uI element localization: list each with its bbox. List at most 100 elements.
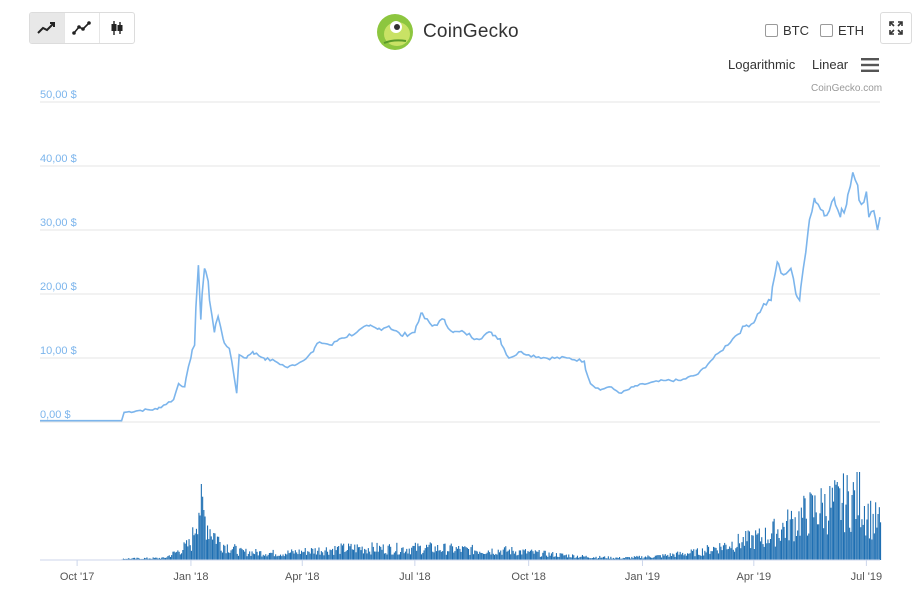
volume-bar	[578, 557, 580, 560]
volume-bar	[523, 550, 525, 560]
volume-bar	[538, 550, 540, 560]
volume-bar	[236, 553, 238, 560]
volume-bar	[797, 530, 799, 560]
volume-bar	[480, 552, 482, 560]
fullscreen-button[interactable]	[880, 12, 912, 44]
volume-bar	[701, 548, 703, 560]
volume-bar	[332, 548, 334, 560]
volume-bar	[717, 553, 719, 560]
volume-bar	[756, 534, 758, 560]
volume-bar	[155, 557, 157, 560]
volume-bar	[369, 551, 371, 560]
volume-bar	[610, 556, 612, 560]
volume-bar	[188, 539, 190, 560]
volume-bar	[207, 525, 209, 560]
volume-bar	[515, 551, 517, 560]
compare-btc[interactable]: BTC	[765, 23, 809, 38]
volume-bar	[307, 551, 309, 560]
volume-bar	[500, 550, 502, 560]
volume-bar	[742, 537, 744, 560]
volume-bar	[708, 546, 710, 560]
volume-bar	[496, 554, 498, 560]
volume-bar	[632, 558, 634, 560]
volume-bar	[137, 557, 139, 560]
volume-bar	[877, 514, 879, 560]
volume-bar	[166, 557, 168, 560]
volume-bar	[244, 551, 246, 560]
volume-bar	[683, 555, 685, 560]
volume-bar	[554, 556, 556, 560]
candlestick-icon	[111, 21, 123, 35]
volume-bar	[579, 557, 581, 560]
volume-bar	[229, 552, 231, 560]
volume-bar	[786, 521, 788, 560]
volume-bar	[508, 549, 510, 560]
volume-bar	[350, 543, 352, 560]
volume-bar	[763, 546, 765, 560]
volume-bar	[276, 556, 278, 560]
btc-checkbox[interactable]	[765, 24, 778, 37]
volume-bar	[642, 558, 644, 560]
volume-bar	[593, 557, 595, 560]
eth-label: ETH	[838, 23, 864, 38]
volume-bar	[596, 558, 598, 560]
volume-bar	[481, 553, 483, 560]
line-chart-button[interactable]	[65, 13, 100, 43]
volume-bar	[381, 549, 383, 560]
volume-bar	[716, 550, 718, 560]
volume-bar	[293, 553, 295, 560]
volume-bar	[194, 533, 196, 560]
volume-bar	[614, 558, 616, 560]
scale-logarithmic-button[interactable]: Logarithmic	[728, 57, 796, 72]
area-chart-button[interactable]	[30, 13, 65, 43]
volume-bar	[750, 548, 752, 560]
volume-bar	[411, 547, 413, 560]
eth-checkbox[interactable]	[820, 24, 833, 37]
volume-bar	[649, 557, 651, 560]
volume-bar	[812, 495, 814, 560]
volume-bar	[800, 507, 802, 560]
brand: CoinGecko	[376, 13, 519, 51]
volume-bar	[751, 535, 753, 560]
volume-bar	[512, 550, 514, 560]
volume-bar	[743, 545, 745, 560]
volume-bar	[252, 553, 254, 560]
candlestick-button[interactable]	[100, 13, 134, 43]
volume-bar	[602, 556, 604, 560]
volume-bar	[789, 519, 791, 560]
y-tick-label: 50,00 $	[40, 89, 77, 101]
volume-bar	[164, 557, 166, 560]
volume-bar	[301, 550, 303, 560]
volume-bar	[557, 556, 559, 560]
volume-bar	[349, 546, 351, 560]
volume-bar	[162, 557, 164, 560]
volume-bar	[679, 551, 681, 560]
volume-bar	[443, 543, 445, 560]
volume-bar	[534, 550, 536, 560]
volume-bar	[204, 516, 206, 560]
scale-linear-button[interactable]: Linear	[812, 57, 849, 72]
volume-bar	[197, 534, 199, 560]
volume-bar	[668, 556, 670, 560]
compare-eth[interactable]: ETH	[820, 23, 864, 38]
volume-bar	[872, 513, 874, 560]
volume-bar	[158, 557, 160, 560]
volume-bar	[473, 554, 475, 560]
volume-bar	[762, 544, 764, 560]
volume-bar	[640, 558, 642, 560]
volume-bar	[329, 549, 331, 560]
volume-bar	[783, 526, 785, 560]
volume-bar	[623, 558, 625, 560]
volume-bar	[131, 558, 133, 560]
volume-bar	[434, 546, 436, 560]
volume-bar	[810, 493, 812, 560]
volume-bar	[148, 558, 150, 560]
volume-bar	[223, 544, 225, 560]
hamburger-menu-icon[interactable]	[861, 57, 879, 73]
volume-bar	[526, 553, 528, 560]
volume-bar	[178, 551, 180, 560]
volume-bar	[685, 555, 687, 560]
volume-bar	[663, 555, 665, 560]
volume-bar	[672, 553, 674, 560]
volume-bar	[616, 557, 618, 560]
